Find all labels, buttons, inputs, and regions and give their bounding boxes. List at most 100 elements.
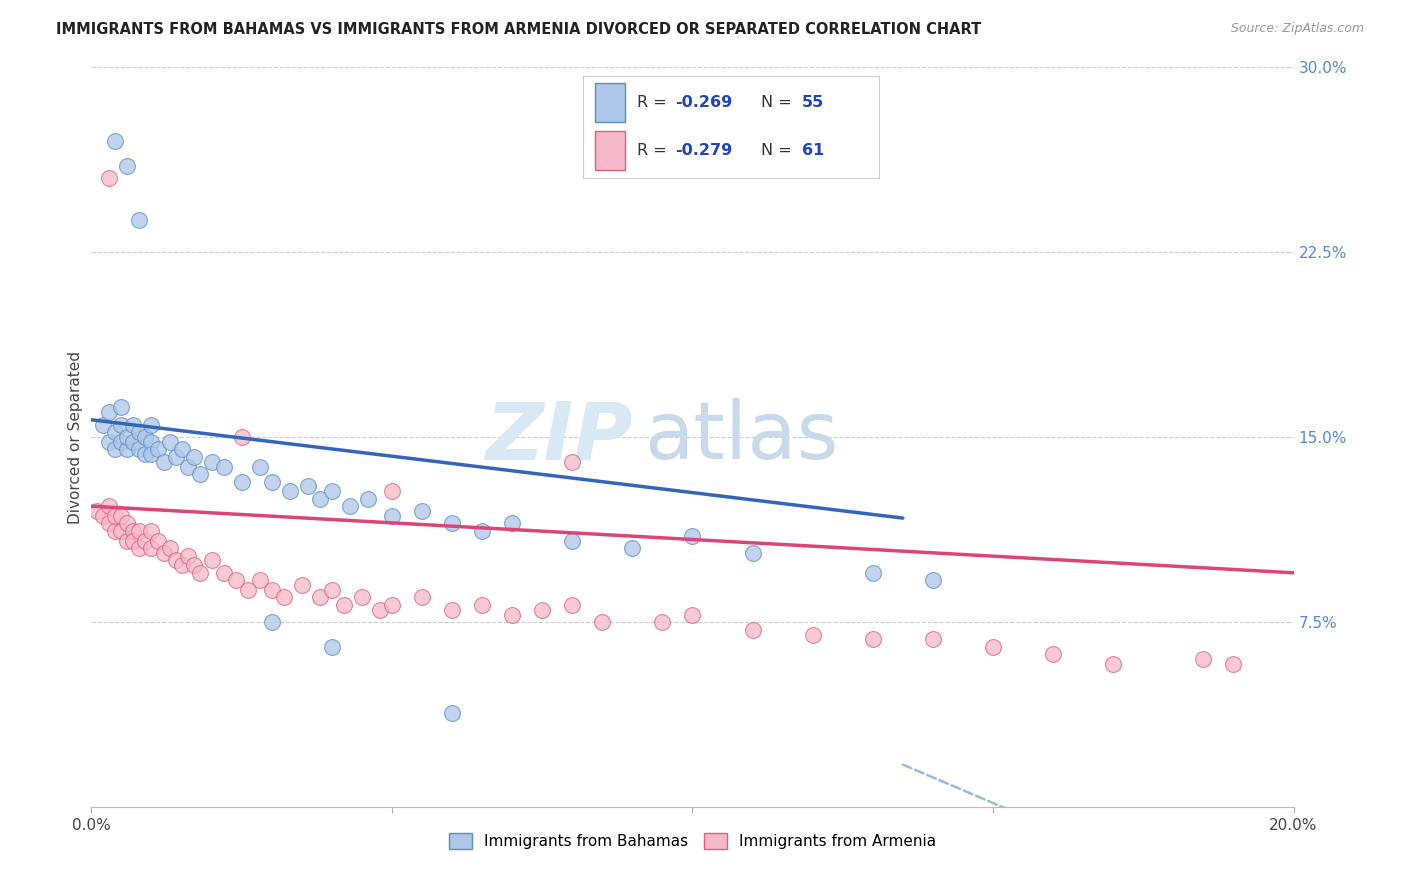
- Point: [471, 524, 494, 538]
- Point: [1102, 657, 1125, 672]
- Point: [651, 615, 673, 630]
- Point: [440, 516, 463, 531]
- Point: [357, 491, 380, 506]
- Point: [98, 405, 121, 419]
- Point: [117, 430, 139, 444]
- Point: [308, 591, 330, 605]
- Point: [128, 425, 150, 439]
- Point: [411, 591, 433, 605]
- Text: IMMIGRANTS FROM BAHAMAS VS IMMIGRANTS FROM ARMENIA DIVORCED OR SEPARATED CORRELA: IMMIGRANTS FROM BAHAMAS VS IMMIGRANTS FR…: [56, 22, 981, 37]
- Point: [176, 459, 198, 474]
- Point: [98, 516, 121, 531]
- Point: [621, 541, 644, 555]
- Text: R =: R =: [637, 144, 672, 158]
- Text: ZIP: ZIP: [485, 398, 633, 476]
- Point: [188, 566, 211, 580]
- Point: [741, 546, 763, 560]
- Point: [381, 598, 404, 612]
- Point: [110, 401, 132, 415]
- Point: [134, 430, 156, 444]
- Point: [297, 479, 319, 493]
- Point: [368, 603, 391, 617]
- Point: [922, 573, 945, 587]
- Point: [862, 566, 884, 580]
- Point: [440, 706, 463, 721]
- Point: [1222, 657, 1244, 672]
- Point: [110, 417, 132, 432]
- Point: [170, 558, 193, 573]
- Point: [128, 524, 150, 538]
- Point: [104, 442, 127, 457]
- Point: [98, 171, 121, 186]
- Point: [561, 455, 583, 469]
- Point: [381, 484, 404, 499]
- Point: [321, 640, 343, 654]
- Point: [86, 504, 108, 518]
- Point: [134, 447, 156, 461]
- Text: -0.279: -0.279: [675, 144, 733, 158]
- Point: [128, 442, 150, 457]
- Text: N =: N =: [761, 144, 797, 158]
- Point: [531, 603, 554, 617]
- Point: [128, 541, 150, 555]
- Point: [308, 491, 330, 506]
- Point: [104, 134, 127, 148]
- Point: [321, 484, 343, 499]
- Point: [321, 583, 343, 598]
- Point: [128, 213, 150, 227]
- Point: [381, 509, 404, 524]
- Point: [141, 524, 163, 538]
- Point: [249, 459, 271, 474]
- Text: 61: 61: [801, 144, 824, 158]
- Point: [165, 553, 187, 567]
- Legend: Immigrants from Bahamas, Immigrants from Armenia: Immigrants from Bahamas, Immigrants from…: [443, 827, 942, 855]
- Point: [741, 623, 763, 637]
- Point: [141, 417, 163, 432]
- Point: [183, 558, 205, 573]
- Point: [1042, 647, 1064, 661]
- Point: [141, 435, 163, 450]
- Point: [681, 607, 703, 622]
- Point: [134, 533, 156, 548]
- Point: [249, 573, 271, 587]
- Point: [201, 553, 224, 567]
- Point: [159, 541, 181, 555]
- Point: [146, 442, 169, 457]
- Point: [201, 455, 224, 469]
- Point: [561, 533, 583, 548]
- Point: [501, 607, 523, 622]
- Point: [801, 627, 824, 641]
- Point: [117, 442, 139, 457]
- Point: [225, 573, 247, 587]
- Text: 55: 55: [801, 95, 824, 110]
- Point: [110, 435, 132, 450]
- Point: [471, 598, 494, 612]
- Point: [278, 484, 301, 499]
- Point: [146, 533, 169, 548]
- Point: [681, 529, 703, 543]
- Point: [411, 504, 433, 518]
- Text: N =: N =: [761, 95, 797, 110]
- Point: [122, 524, 145, 538]
- Point: [591, 615, 613, 630]
- Point: [212, 459, 235, 474]
- Point: [93, 417, 115, 432]
- Point: [98, 435, 121, 450]
- Point: [350, 591, 373, 605]
- Point: [110, 524, 132, 538]
- Point: [117, 533, 139, 548]
- Point: [1192, 652, 1215, 666]
- Point: [98, 499, 121, 513]
- Point: [152, 546, 174, 560]
- Point: [231, 475, 253, 489]
- Point: [117, 516, 139, 531]
- Point: [501, 516, 523, 531]
- Point: [188, 467, 211, 482]
- Point: [93, 509, 115, 524]
- Y-axis label: Divorced or Separated: Divorced or Separated: [67, 351, 83, 524]
- Point: [104, 524, 127, 538]
- Point: [981, 640, 1004, 654]
- Point: [122, 533, 145, 548]
- Point: [165, 450, 187, 464]
- Point: [339, 499, 361, 513]
